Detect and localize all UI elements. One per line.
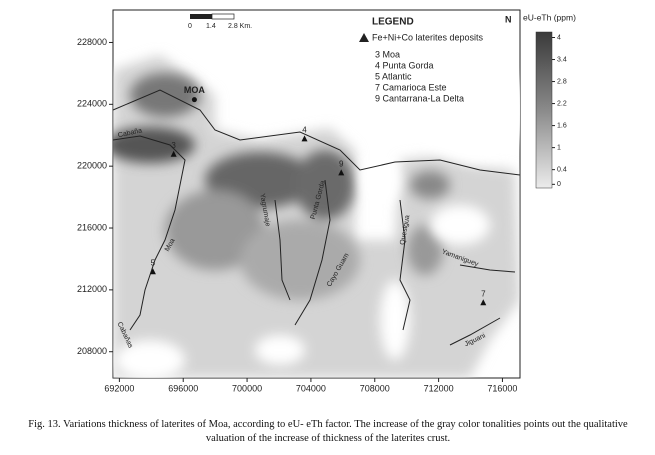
points: MOA 3 4 9 5 7 [149,85,487,306]
caption: Fig. 13. Variations thickness of laterit… [28,419,628,444]
rivers [112,89,521,346]
scale-bar [190,14,212,19]
colorbar-tick-label: 1.6 [557,122,567,129]
legend-symbol-label: Fe+Ni+Co laterites deposits [372,32,484,42]
scale-label: 2.8 Km. [228,23,252,30]
deposit [149,268,156,275]
town-label: MOA [184,85,205,95]
deposit-label: 4 [302,125,307,134]
y-tick-label: 212000 [77,284,107,294]
x-tick-label: 708000 [360,383,390,393]
legend-entry: 4 Punta Gorda [375,60,434,70]
scale-bar [211,13,235,20]
x-tick-label: 712000 [424,383,454,393]
x-tick-label: 692000 [104,383,134,393]
legend-title: LEGEND [372,17,414,28]
legend-entry: 7 Camarioca Este [375,82,447,92]
deposit [301,135,308,142]
x-tick-label: 700000 [232,383,262,393]
deposit-label: 7 [481,289,486,298]
axes: 692000 696000 700000 704000 708000 712000 7160… [77,34,567,393]
colorbar-tick-label: 2.8 [557,78,567,85]
deposit [480,299,487,306]
legend-entry: 5 Atlantic [375,71,412,81]
y-tick-label: 228000 [77,37,107,47]
river-label: Cabaña [117,127,143,139]
deposit [338,169,345,176]
town-point [191,97,197,103]
colorbar-title: eU-eTh (ppm) [523,12,576,22]
legend-symbol [359,33,369,42]
deposit-label: 3 [171,141,176,150]
deposit-label: 9 [339,159,344,168]
y-tick-label: 224000 [77,99,107,109]
legend-entry: 9 Cantarrana-La Delta [375,93,464,103]
colorbar-tick-label: 0.4 [557,166,567,173]
shading [113,55,520,378]
colorbar-tick-label: 2.2 [557,100,567,107]
scale-label: 0 [188,23,192,30]
colorbar-tick-label: 4 [557,34,561,41]
legend-entry: 3 Moa [375,49,400,59]
y-tick-label: 208000 [77,346,107,356]
y-tick-label: 216000 [77,222,107,232]
north-arrow: N [505,14,512,24]
scale-label: 1.4 [206,23,216,30]
deposit-label: 5 [151,258,156,267]
deposit [170,150,177,157]
colorbar-tick-label: 0 [557,181,561,188]
y-tick-label: 220000 [77,161,107,171]
colorbar-tick-label: 1 [557,144,561,151]
colorbar-tick-label: 3.4 [557,56,567,63]
x-tick-label: 696000 [168,383,198,393]
colorbar [535,31,553,189]
x-tick-label: 704000 [296,383,326,393]
x-tick-label: 716000 [487,383,517,393]
